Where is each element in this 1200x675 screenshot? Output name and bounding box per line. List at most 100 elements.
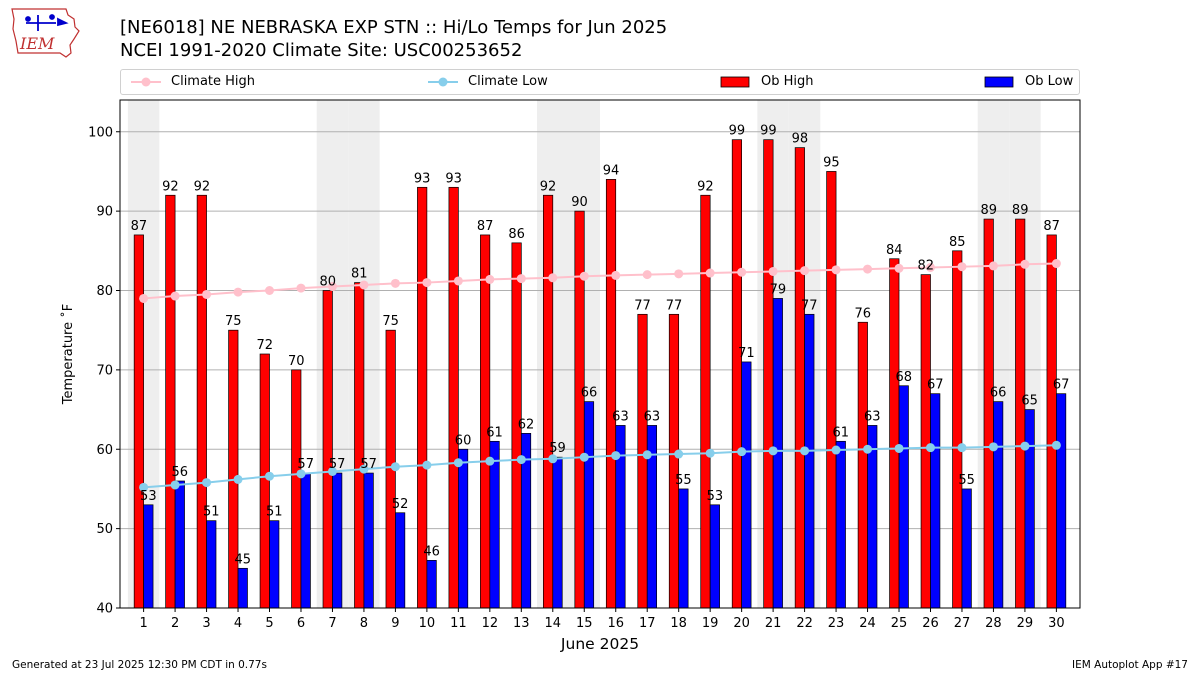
climate-high-point [737,267,747,277]
ob-high-data-label: 77 [666,298,683,313]
generated-timestamp: Generated at 23 Jul 2025 12:30 PM CDT in… [12,659,267,671]
ob-high-data-label: 75 [382,314,399,329]
ob-low-data-label: 66 [990,386,1007,401]
ob-low-data-label: 51 [266,505,283,520]
climate-high-point [202,289,212,299]
ob-high-bar [291,369,302,609]
x-tick-label: 9 [391,616,399,631]
ob-high-bar [417,186,428,609]
climate-high-point [800,266,810,276]
ob-high-bar [259,353,270,609]
climate-low-point [988,442,998,452]
ob-high-data-label: 89 [980,203,997,218]
climate-low-point [705,448,715,458]
ob-low-data-label: 51 [203,505,220,520]
climate-high-point [453,276,463,286]
ob-high-data-label: 94 [603,163,620,178]
ob-high-data-label: 92 [540,179,557,194]
climate-high-point [925,262,935,272]
ob-low-bar [332,472,343,609]
ob-high-data-label: 81 [351,267,368,282]
ob-low-bar [552,456,563,609]
y-tick-label: 70 [96,363,113,378]
ob-high-data-label: 99 [729,124,746,139]
climate-high-point [359,280,369,290]
x-tick-label: 2 [171,616,179,631]
climate-high-point [390,278,400,288]
iem-logo: IEM [11,8,80,58]
ob-low-bar [489,440,500,609]
ob-low-bar [709,504,720,609]
ob-high-bar [889,258,900,609]
ob-high-data-label: 92 [697,179,714,194]
climate-high-point [485,274,495,284]
x-tick-label: 29 [1017,616,1034,631]
climate-low-point [233,474,243,484]
ob-high-data-label: 90 [571,195,588,210]
ob-low-bar [646,425,658,609]
ob-low-data-label: 62 [518,417,535,432]
ob-high-bar [1046,234,1057,609]
climate-high-point [296,283,306,293]
legend-label: Climate High [171,74,256,89]
ob-high-bar [857,321,868,609]
weekend-band [757,100,789,608]
ob-high-bar [983,218,994,609]
ob-low-data-label: 53 [707,489,724,504]
x-tick-label: 28 [985,616,1002,631]
ob-low-data-label: 53 [140,489,157,504]
x-tick-label: 12 [482,616,499,631]
ob-low-bar [1056,393,1067,609]
climate-high-point [988,261,998,271]
ob-high-bar [165,194,176,609]
ob-high-data-label: 75 [225,314,242,329]
ob-low-bar [615,425,626,609]
ob-high-bar [605,179,617,609]
climate-high-point [170,291,180,301]
x-tick-label: 5 [265,616,273,631]
ob-high-bar [542,194,554,609]
y-tick-label: 80 [96,284,113,299]
climate-high-point [327,282,337,292]
ob-low-bar [583,401,595,609]
climate-low-point [579,452,589,462]
ob-low-bar [363,472,374,609]
ob-high-bar [448,186,459,609]
climate-high-point [548,273,558,283]
climate-high-point [422,278,432,288]
y-tick-label: 40 [96,602,113,617]
climate-low-point [139,482,149,492]
y-tick-label: 90 [96,205,113,220]
ob-low-bar [993,401,1004,609]
climate-low-point [390,462,400,472]
x-tick-label: 18 [670,616,687,631]
x-tick-label: 25 [891,616,908,631]
ob-high-bar [354,282,365,609]
x-tick-label: 14 [545,616,562,631]
x-tick-label: 19 [702,616,719,631]
ob-high-bar [763,139,774,609]
ob-high-data-label: 82 [917,259,934,274]
climate-low-point [863,444,873,454]
legend-label: Climate Low [468,74,548,89]
climate-low-point [170,480,180,490]
y-tick-label: 100 [88,125,113,140]
ob-low-bar [678,488,689,609]
climate-low-line [143,444,1057,489]
ob-high-bar [511,242,522,609]
x-tick-label: 13 [513,616,530,631]
ob-high-data-label: 99 [760,124,777,139]
climate-low-point [894,443,904,453]
ob-high-bar [133,234,144,609]
climate-low-point [925,443,935,453]
climate-low-point [265,471,275,481]
legend-patch-icon [984,76,1014,88]
ob-low-data-label: 56 [172,465,189,480]
ob-low-bar [867,425,878,609]
ob-high-bar [196,194,207,609]
ob-low-data-label: 66 [581,386,598,401]
x-tick-label: 26 [922,616,939,631]
climate-high-point [768,266,778,276]
x-tick-label: 15 [576,616,593,631]
x-tick-label: 10 [419,616,436,631]
